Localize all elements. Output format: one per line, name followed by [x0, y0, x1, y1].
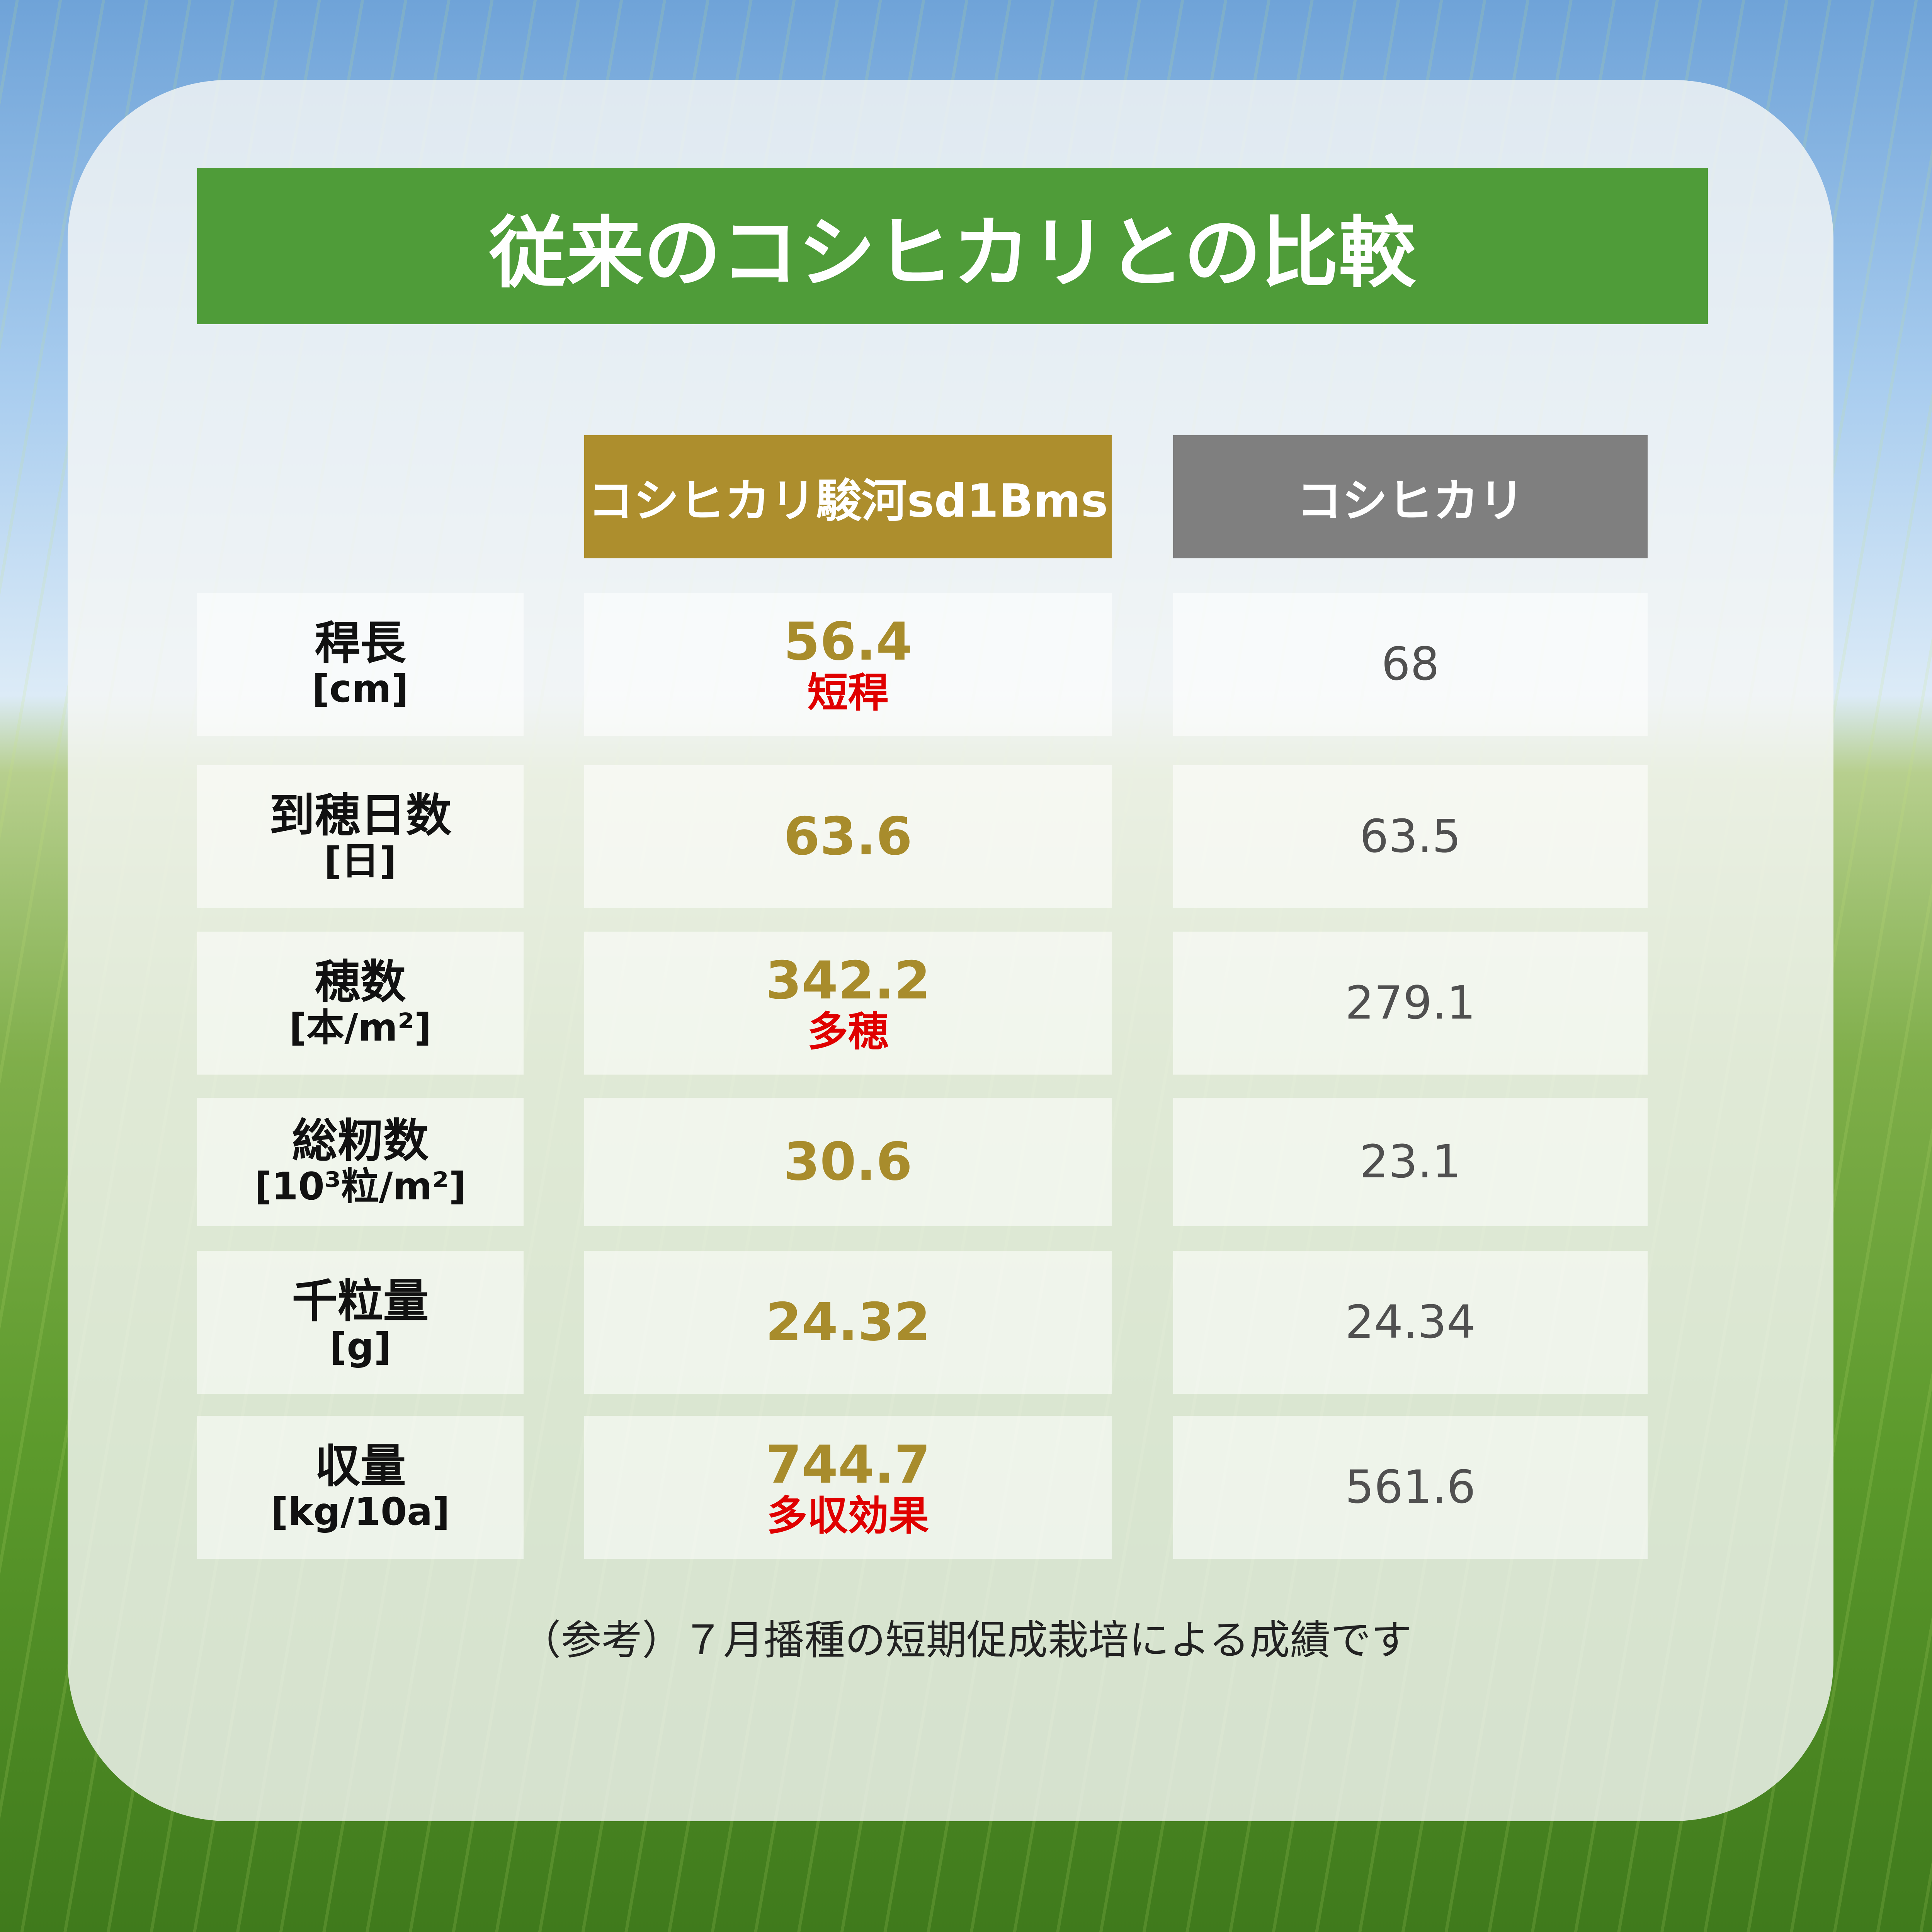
koshihikari-value: 561.6: [1345, 1460, 1476, 1514]
new-variety-value: 56.4: [783, 611, 913, 672]
new-variety-cell: 744.7 多収効果: [584, 1416, 1112, 1559]
row-unit: [10³粒/m²]: [254, 1165, 466, 1209]
row-label-cell: 収量 [kg/10a]: [197, 1416, 524, 1559]
koshihikari-cell: 63.5: [1173, 765, 1648, 908]
row-label: 穂数: [315, 955, 406, 1009]
row-unit: [本/m²]: [289, 1006, 432, 1050]
koshihikari-value: 23.1: [1359, 1135, 1461, 1189]
row-label-cell: 稈長 [cm]: [197, 593, 524, 736]
highlight-note: 多穂: [807, 1008, 889, 1055]
new-variety-value: 744.7: [765, 1434, 931, 1495]
new-variety-cell: 30.6: [584, 1098, 1112, 1226]
koshihikari-value: 63.5: [1359, 810, 1461, 863]
row-label-cell: 千粒量 [g]: [197, 1251, 524, 1394]
row-unit: [kg/10a]: [270, 1490, 450, 1534]
row-label-cell: 到穂日数 [日]: [197, 765, 524, 908]
row-label: 到穂日数: [269, 789, 452, 842]
koshihikari-cell: 23.1: [1173, 1098, 1648, 1226]
footnote: （参考）７月播種の短期促成栽培による成績です: [520, 1617, 1412, 1664]
row-unit: [cm]: [312, 667, 409, 711]
koshihikari-value: 24.34: [1345, 1295, 1476, 1349]
new-variety-value: 342.2: [765, 950, 931, 1011]
new-variety-value: 63.6: [783, 806, 913, 867]
column-header-new-variety: コシヒカリ駿河sd1Bms: [584, 435, 1112, 558]
row-label: 千粒量: [292, 1274, 429, 1328]
highlight-note: 多収効果: [767, 1492, 929, 1539]
new-variety-value: 24.32: [765, 1291, 931, 1352]
koshihikari-cell: 279.1: [1173, 932, 1648, 1075]
highlight-note: 短稈: [807, 669, 889, 716]
new-variety-cell: 24.32: [584, 1251, 1112, 1394]
row-label-cell: 穂数 [本/m²]: [197, 932, 524, 1075]
row-unit: [g]: [329, 1325, 391, 1369]
row-label: 総籾数: [292, 1114, 429, 1168]
new-variety-cell: 342.2 多穂: [584, 932, 1112, 1075]
column-header-koshihikari: コシヒカリ: [1173, 435, 1648, 558]
row-label-cell: 総籾数 [10³粒/m²]: [197, 1098, 524, 1226]
koshihikari-value: 279.1: [1345, 976, 1476, 1030]
koshihikari-cell: 68: [1173, 593, 1648, 736]
page-title: 従来のコシヒカリとの比較: [197, 168, 1708, 324]
row-label: 収量: [315, 1439, 406, 1493]
koshihikari-cell: 24.34: [1173, 1251, 1648, 1394]
new-variety-cell: 56.4 短稈: [584, 593, 1112, 736]
row-label: 稈長: [315, 616, 406, 670]
row-unit: [日]: [324, 839, 397, 883]
new-variety-value: 30.6: [783, 1131, 913, 1192]
koshihikari-value: 68: [1381, 637, 1440, 691]
new-variety-cell: 63.6: [584, 765, 1112, 908]
koshihikari-cell: 561.6: [1173, 1416, 1648, 1559]
